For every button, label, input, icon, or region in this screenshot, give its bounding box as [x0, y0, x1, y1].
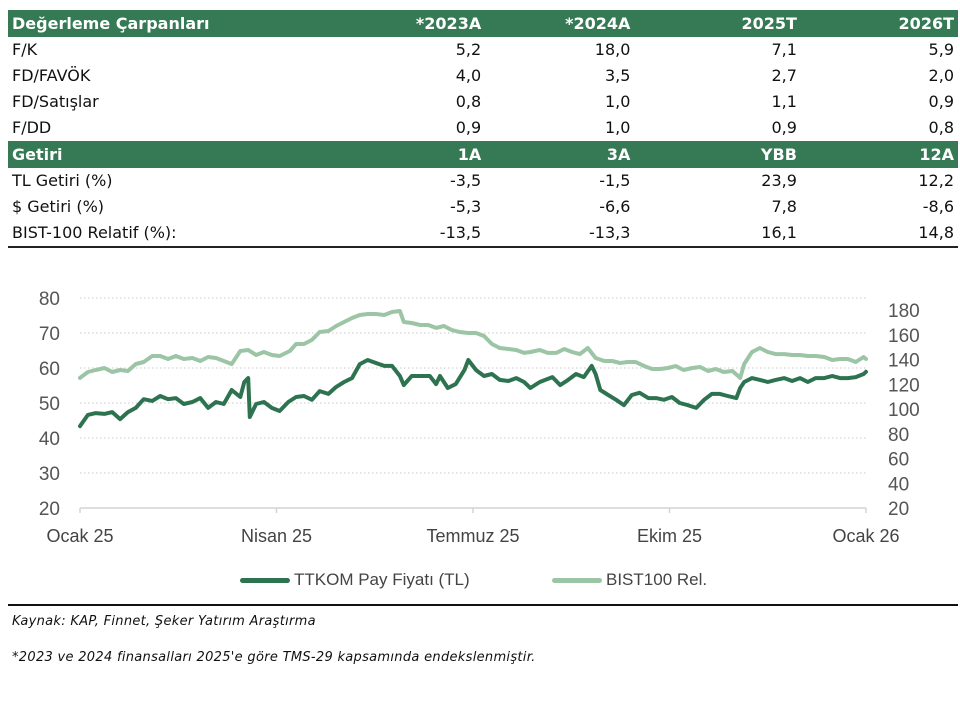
x-tick-label: Ocak 26 — [832, 526, 899, 546]
cell-value: -5,3 — [449, 197, 482, 216]
source-note: Kaynak: KAP, Finnet, Şeker Yatırım Araşt… — [12, 614, 316, 629]
cell-value: -6,6 — [599, 197, 631, 216]
cell-value: 7,1 — [771, 40, 797, 59]
y-left-tick-label: 70 — [39, 324, 60, 345]
divider — [8, 604, 958, 606]
y-left-tick-label: 60 — [39, 359, 60, 380]
row-label: F/K — [12, 40, 38, 59]
header-cell: 2025T — [634, 10, 801, 37]
cell-value: 0,8 — [455, 92, 482, 111]
x-tick-label: Nisan 25 — [241, 526, 312, 546]
table-row: TL Getiri (%) -3,5 -1,5 23,9 12,2 — [8, 168, 958, 194]
header-cell: Getiri — [8, 141, 342, 168]
valuation-table: Değerleme Çarpanları *2023A *2024A 2025T… — [8, 10, 958, 248]
cell-value: 5,2 — [455, 40, 482, 59]
legend-label: BIST100 Rel. — [606, 570, 708, 589]
table-row: $ Getiri (%) -5,3 -6,6 7,8 -8,6 — [8, 194, 958, 220]
legend-label: TTKOM Pay Fiyatı (TL) — [294, 570, 470, 589]
cell-value: 16,1 — [634, 220, 801, 248]
axes — [79, 507, 867, 513]
legend-swatch-ttkom — [240, 578, 290, 584]
row-label: F/DD — [12, 118, 52, 137]
cell-value: 5,9 — [928, 40, 954, 59]
price-chart: 20 30 40 50 60 70 80 20 40 60 80 100 120 140 160 180 Oca… — [39, 289, 920, 546]
cell-value: 2,7 — [771, 66, 797, 85]
cell-value: 0,8 — [928, 118, 954, 137]
row-label: $ Getiri (%) — [12, 197, 105, 216]
cell-value: -13,3 — [485, 220, 635, 248]
x-tick-label: Temmuz 25 — [426, 526, 519, 546]
y-right-tick-label: 180 — [888, 301, 920, 322]
cell-value: -1,5 — [599, 171, 631, 190]
y-right-tick-label: 160 — [888, 326, 920, 347]
y-right-tick-label: 120 — [888, 375, 920, 396]
cell-value: 23,9 — [761, 171, 797, 190]
y-right-tick-label: 100 — [888, 400, 920, 421]
cell-value: 7,8 — [771, 197, 797, 216]
y-left-tick-label: 30 — [39, 464, 60, 485]
cell-value: 0,9 — [455, 118, 482, 137]
cell-value: -13,5 — [341, 220, 486, 248]
series-line-ttkom — [78, 358, 868, 429]
cell-value: 0,9 — [928, 92, 954, 111]
y-right-tick-label: 40 — [888, 474, 909, 495]
row-label: FD/Satışlar — [12, 92, 99, 111]
header-cell: 2026T — [800, 10, 958, 37]
y-right-tick-label: 20 — [888, 499, 909, 520]
table-row: F/K 5,2 18,0 7,1 5,9 — [8, 37, 958, 63]
row-label: TL Getiri (%) — [12, 171, 113, 190]
cell-value: 1,1 — [771, 92, 797, 111]
cell-value: 1,0 — [604, 118, 631, 137]
y-left-tick-label: 40 — [39, 429, 60, 450]
table-row: BIST-100 Relatif (%): -13,5 -13,3 16,1 1… — [8, 220, 958, 248]
header-cell: YBB — [634, 141, 801, 168]
cell-value: 12,2 — [918, 171, 954, 190]
series-lines — [78, 309, 868, 429]
series-line-bist100-rel — [78, 309, 868, 380]
header-cell: 3A — [485, 141, 635, 168]
valuation-header-row: Değerleme Çarpanları *2023A *2024A 2025T… — [8, 10, 958, 37]
chart-legend: TTKOM Pay Fiyatı (TL) BIST100 Rel. — [0, 568, 960, 592]
x-tick-label: Ocak 25 — [46, 526, 113, 546]
footnote: *2023 ve 2024 finansalları 2025'e göre T… — [12, 650, 536, 665]
return-header-row: Getiri 1A 3A YBB 12A — [8, 141, 958, 168]
table-row: FD/FAVÖK 4,0 3,5 2,7 2,0 — [8, 63, 958, 89]
y-left-tick-label: 80 — [39, 289, 60, 310]
row-label: BIST-100 Relatif (%): — [8, 220, 342, 248]
cell-value: 14,8 — [800, 220, 958, 248]
cell-value: -3,5 — [449, 171, 482, 190]
table-row: F/DD 0,9 1,0 0,9 0,8 — [8, 115, 958, 141]
cell-value: 18,0 — [594, 40, 631, 59]
header-cell: 12A — [800, 141, 958, 168]
header-cell: *2024A — [485, 10, 635, 37]
cell-value: 2,0 — [928, 66, 954, 85]
header-cell: Değerleme Çarpanları — [8, 10, 342, 37]
y-left-tick-label: 20 — [39, 499, 60, 520]
header-cell: *2023A — [341, 10, 486, 37]
cell-value: 0,9 — [771, 118, 797, 137]
legend-swatch-bist100 — [552, 578, 602, 584]
y-right-tick-label: 80 — [888, 425, 909, 446]
y-left-tick-label: 50 — [39, 394, 60, 415]
gridlines — [80, 297, 868, 474]
cell-value: 3,5 — [604, 66, 631, 85]
table-row: FD/Satışlar 0,8 1,0 1,1 0,9 — [8, 89, 958, 115]
header-cell: 1A — [341, 141, 486, 168]
x-tick-label: Ekim 25 — [637, 526, 702, 546]
row-label: FD/FAVÖK — [12, 66, 91, 85]
cell-value: 4,0 — [455, 66, 482, 85]
y-right-tick-label: 60 — [888, 450, 909, 471]
tick-labels: 20 30 40 50 60 70 80 20 40 60 80 100 120 140 160 180 Oca… — [39, 289, 920, 546]
legend-item-bist100: BIST100 Rel. — [552, 568, 707, 592]
y-right-tick-label: 140 — [888, 351, 920, 372]
cell-value: -8,6 — [922, 197, 954, 216]
cell-value: 1,0 — [604, 92, 631, 111]
legend-item-ttkom: TTKOM Pay Fiyatı (TL) — [240, 568, 470, 592]
